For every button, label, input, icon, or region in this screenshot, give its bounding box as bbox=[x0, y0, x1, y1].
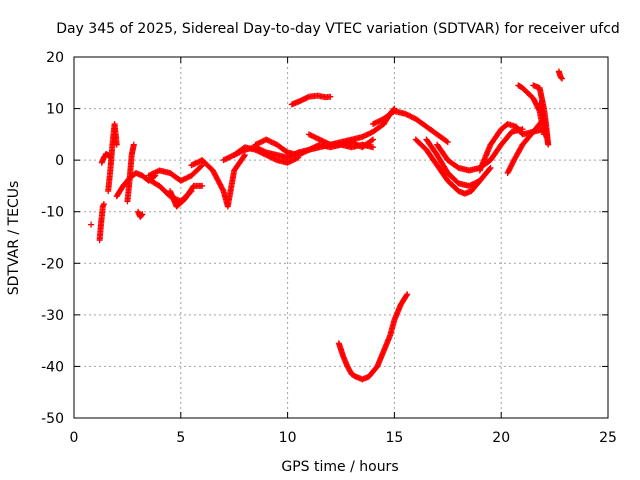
data-point bbox=[404, 291, 411, 298]
data-point bbox=[444, 139, 451, 146]
data-point bbox=[391, 105, 398, 112]
series-sat-r bbox=[380, 105, 398, 128]
series-sat-a bbox=[88, 221, 95, 228]
x-tick-label: 5 bbox=[176, 430, 185, 446]
data-point bbox=[199, 162, 206, 169]
x-tick-label: 20 bbox=[492, 430, 510, 446]
data-point bbox=[241, 151, 248, 158]
data-point bbox=[476, 177, 483, 184]
data-point bbox=[138, 212, 145, 219]
data-point bbox=[139, 211, 146, 218]
data-point bbox=[88, 221, 95, 228]
y-tick-label: 0 bbox=[55, 153, 64, 169]
data-point bbox=[241, 153, 248, 160]
series-sat-u bbox=[423, 136, 483, 189]
data-point bbox=[536, 100, 543, 107]
series-sat-d bbox=[105, 121, 120, 195]
y-tick-label: -40 bbox=[41, 359, 64, 375]
y-tick-label: -20 bbox=[41, 256, 64, 272]
series-sat-s bbox=[335, 291, 411, 383]
series-sat-b bbox=[96, 200, 107, 244]
series-sat-n bbox=[252, 136, 377, 158]
series-sat-f bbox=[124, 141, 137, 205]
data-point bbox=[486, 165, 493, 172]
y-tick-label: 20 bbox=[46, 50, 64, 66]
grid-lines bbox=[74, 57, 608, 418]
chart-title: Day 345 of 2025, Sidereal Day-to-day VTE… bbox=[56, 21, 620, 37]
data-point bbox=[443, 138, 450, 145]
data-point bbox=[558, 74, 565, 81]
x-tick-label: 15 bbox=[385, 430, 403, 446]
series-sat-p bbox=[305, 121, 387, 148]
x-tick-label: 25 bbox=[599, 430, 617, 446]
data-point bbox=[327, 93, 334, 100]
y-tick-label: -50 bbox=[41, 411, 64, 427]
data-point bbox=[368, 137, 375, 144]
data-points bbox=[88, 68, 566, 383]
data-point bbox=[100, 200, 107, 207]
series-sat-k bbox=[188, 151, 248, 210]
series-sat-aa bbox=[555, 68, 566, 82]
data-point bbox=[370, 144, 377, 151]
data-point bbox=[113, 141, 120, 148]
data-point bbox=[559, 75, 566, 82]
series-sat-z bbox=[530, 82, 552, 148]
data-point bbox=[390, 106, 397, 113]
y-axis-label: SDTVAR / TECUs bbox=[6, 181, 22, 296]
data-point bbox=[370, 136, 377, 143]
series-sat-j bbox=[167, 182, 206, 210]
y-tick-label: -30 bbox=[41, 308, 64, 324]
data-point bbox=[487, 164, 494, 171]
data-point bbox=[199, 182, 206, 189]
x-tick-label: 0 bbox=[70, 430, 79, 446]
series-sat-v bbox=[434, 126, 526, 174]
y-tick-label: 10 bbox=[46, 102, 64, 118]
x-tick-label: 10 bbox=[279, 430, 297, 446]
axis-ticks: 0 5 10 15 20 25 -50 -40 -30 -20 -10 0 10 20 bbox=[41, 50, 617, 446]
plot-frame bbox=[73, 56, 609, 419]
series-sat-o bbox=[288, 92, 334, 108]
series-sat-g bbox=[135, 208, 146, 220]
data-point bbox=[130, 141, 137, 148]
data-point bbox=[219, 186, 226, 193]
x-axis-label: GPS time / hours bbox=[281, 459, 398, 475]
y-tick-label: -10 bbox=[41, 205, 64, 221]
data-point bbox=[198, 163, 205, 170]
data-point bbox=[403, 292, 410, 299]
series-sat-w bbox=[476, 121, 547, 174]
series-sat-h bbox=[145, 162, 206, 184]
